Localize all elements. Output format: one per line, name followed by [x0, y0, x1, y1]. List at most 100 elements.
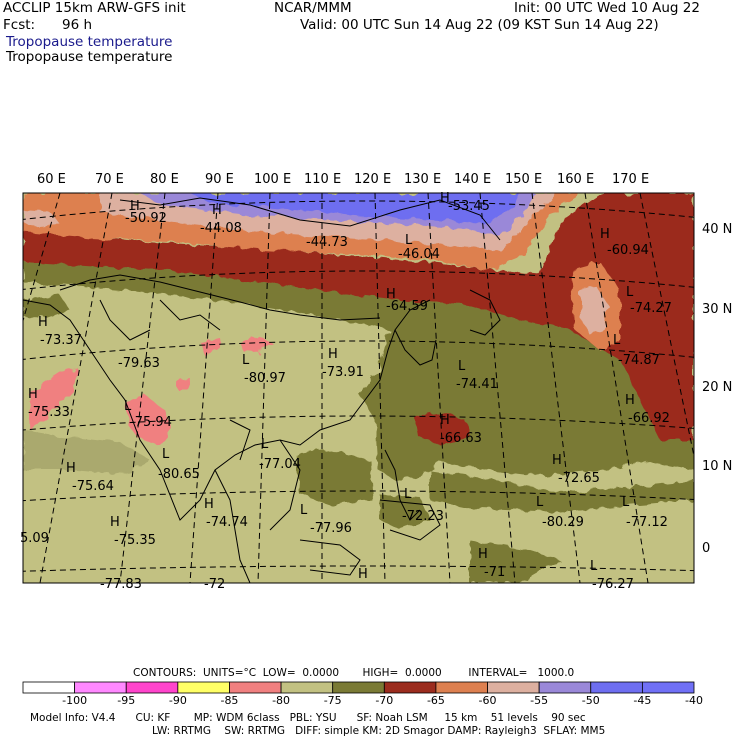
extrema-symbol: L	[242, 353, 250, 368]
extrema-symbol: L	[261, 437, 269, 452]
extrema-symbol: L	[622, 495, 630, 510]
extrema-symbol: L	[458, 359, 466, 374]
extrema-value: -77.04	[259, 457, 301, 472]
colorbar-tick-label: -50	[581, 694, 600, 707]
extrema-symbol: H	[625, 393, 635, 408]
lon-label: 100 E	[254, 172, 292, 187]
lon-label: 170 E	[612, 172, 650, 187]
extrema-symbol: L	[404, 487, 412, 502]
coastlines	[23, 197, 501, 583]
contour-info: CONTOURS: UNITS=°C LOW= 0.0000 HIGH= 0.0…	[133, 667, 575, 679]
model-info-line1: Model Info: V4.4 CU: KF MP: WDM 6class P…	[30, 712, 586, 724]
extrema-symbol: L	[162, 447, 170, 462]
colorbar-tick-label: -80	[272, 694, 291, 707]
extrema-symbol: L	[300, 503, 308, 518]
lon-label: 120 E	[354, 172, 392, 187]
extrema-value: -77.96	[310, 521, 352, 536]
colorbar-swatch	[22, 681, 76, 694]
extrema-symbol: L	[626, 285, 634, 300]
extrema-symbol: H	[66, 461, 76, 476]
forecast-hour: 96 h	[62, 17, 93, 33]
extrema-symbol: L	[124, 399, 132, 414]
lon-label: 130 E	[404, 172, 442, 187]
extrema-value: -80.29	[542, 515, 584, 530]
extrema-value: -73.91	[322, 365, 364, 380]
forecast-label: Fcst:	[3, 17, 36, 33]
colorbar-swatch	[487, 681, 540, 694]
extrema-symbol: L	[536, 495, 544, 510]
extrema-symbol: H	[328, 347, 338, 362]
colorbar-tick-label: -45	[633, 694, 652, 707]
colorbar-tick-label: -75	[323, 694, 342, 707]
extrema-value: -77.83	[100, 577, 142, 592]
valid-time: Valid: 00 UTC Sun 14 Aug 22 (09 KST Sun …	[300, 17, 659, 33]
lon-label: 70 E	[95, 172, 124, 187]
extrema-value: -80.65	[158, 467, 200, 482]
lat-label: 0	[702, 541, 711, 556]
lat-label: 40 N	[702, 222, 733, 237]
extrema-value: -71	[484, 565, 505, 580]
extrema-value: 5.09	[20, 531, 49, 546]
colorbar-tick-label: -70	[375, 694, 394, 707]
colorbar-swatch	[125, 681, 179, 694]
extrema-value: -50.92	[125, 211, 167, 226]
extrema-symbol: H	[38, 315, 48, 330]
colorbar-tick-label: -65	[426, 694, 445, 707]
colorbar-swatch	[590, 681, 643, 694]
lon-label: 150 E	[505, 172, 543, 187]
extrema-symbol: H	[440, 191, 450, 206]
extrema-value: -74.87	[618, 353, 660, 368]
center-name: NCAR/MMM	[274, 0, 352, 16]
red-band	[23, 193, 694, 440]
extrema-value: -74.27	[630, 301, 672, 316]
extrema-value: -66.63	[440, 431, 482, 446]
colorbar-tick-label: -85	[220, 694, 239, 707]
extrema-symbol: L	[590, 559, 598, 574]
extrema-symbol: H	[600, 227, 610, 242]
lat-label: 20 N	[702, 380, 733, 395]
model-info-line2: LW: RRTMG SW: RRTMG DIFF: simple KM: 2D …	[152, 725, 606, 737]
colorbar-tick-label: -55	[530, 694, 549, 707]
colorbar-swatch	[383, 681, 437, 694]
extrema-labels: H -50.92 H -44.08 -44.73 H -53.45 L -46.…	[20, 191, 672, 592]
extrema-value: -64.59	[386, 299, 428, 314]
colorbar-swatch	[74, 681, 127, 694]
extrema-value: -74.41	[456, 377, 498, 392]
field-title-contour: Tropopause temperature	[6, 49, 173, 65]
lon-label: 160 E	[557, 172, 595, 187]
extrema-symbol: L	[613, 333, 621, 348]
extrema-value: -72.23	[402, 509, 444, 524]
graticule	[23, 193, 694, 583]
extrema-value: -75.35	[114, 533, 156, 548]
extrema-value: -72.65	[558, 471, 600, 486]
extrema-symbol: H	[130, 199, 140, 214]
extrema-value: -79.63	[118, 356, 160, 371]
colorbar-swatch	[641, 681, 695, 694]
lon-label: 60 E	[37, 172, 66, 187]
extrema-symbol: L	[405, 233, 413, 248]
colorbar-swatch	[332, 681, 385, 694]
extrema-value: -80.97	[244, 371, 286, 386]
lat-label: 30 N	[702, 302, 733, 317]
extrema-value: -72	[204, 577, 225, 592]
colorbar-swatch	[538, 681, 592, 694]
extrema-value: -75.64	[72, 479, 114, 494]
colorbar-swatch	[229, 681, 282, 694]
colorbar-swatch	[177, 681, 230, 694]
shaded-field	[23, 193, 694, 583]
lon-label: 80 E	[150, 172, 179, 187]
colorbar-tick-label: -90	[168, 694, 187, 707]
extrema-value: -46.04	[398, 247, 440, 262]
colorbar-tick-label: -100	[62, 694, 88, 707]
colorbar	[22, 681, 695, 694]
extrema-value: -44.08	[200, 221, 242, 236]
extrema-value: -53.45	[448, 199, 490, 214]
extrema-symbol: H	[28, 387, 38, 402]
extrema-symbol: H	[110, 515, 120, 530]
lon-label: 140 E	[454, 172, 492, 187]
init-time: Init: 00 UTC Wed 10 Aug 22	[514, 0, 700, 16]
extrema-symbol: H	[212, 203, 222, 218]
extrema-value: -75.33	[28, 405, 70, 420]
plot-frame	[22, 192, 695, 584]
extrema-value: -77.12	[626, 515, 668, 530]
